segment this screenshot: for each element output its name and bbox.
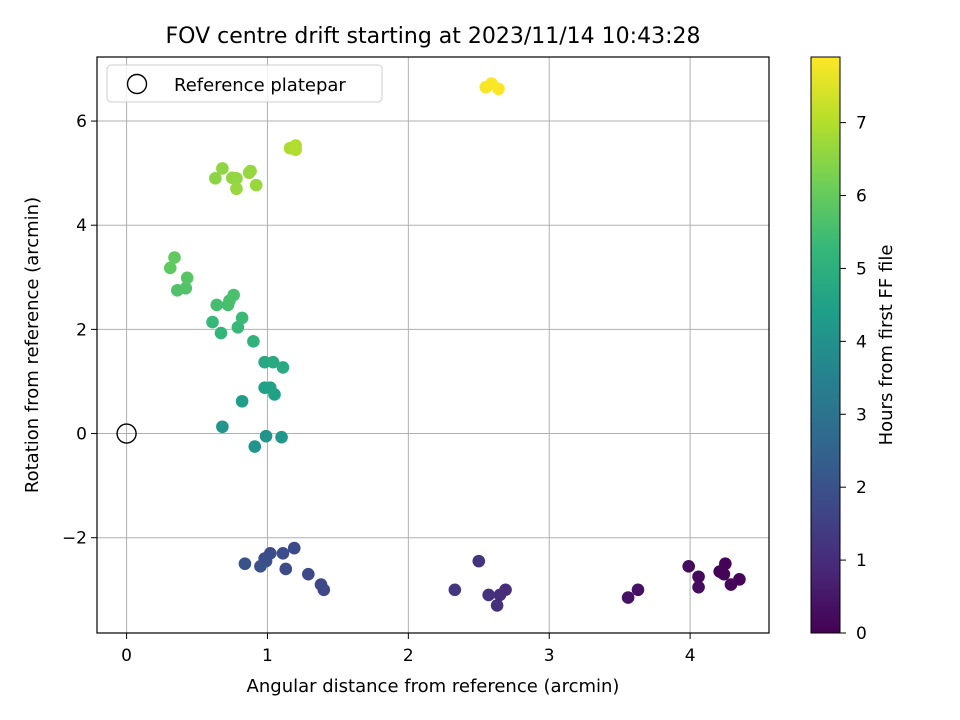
data-point	[682, 560, 695, 573]
data-point	[263, 381, 277, 395]
data-point	[163, 261, 177, 275]
x-tick-label: 0	[121, 646, 132, 666]
data-point	[275, 430, 288, 444]
colorbar	[810, 56, 841, 634]
data-point	[692, 580, 705, 594]
y-axis-label: Rotation from reference (arcmin)	[22, 197, 43, 493]
data-points	[163, 77, 746, 612]
legend-box	[106, 64, 383, 103]
data-point	[631, 583, 645, 597]
data-point	[248, 440, 262, 453]
colorbar-ticks: 0 1 2 3 4 5 6 7	[840, 114, 867, 644]
colorbar-tick-label: 5	[856, 259, 867, 279]
colorbar-tick-label: 1	[856, 551, 867, 571]
data-point	[210, 298, 224, 312]
x-tick-label: 2	[403, 646, 414, 666]
data-point	[621, 591, 635, 604]
data-point	[276, 547, 290, 560]
data-point	[287, 541, 301, 555]
legend-reference-marker	[126, 73, 148, 95]
data-point	[216, 162, 229, 175]
data-point	[302, 567, 315, 581]
y-tick-label: 6	[76, 112, 87, 132]
colorbar-tick-label: 4	[856, 332, 867, 352]
colorbar-tick-label: 6	[856, 187, 867, 207]
data-point	[180, 271, 194, 285]
data-point	[259, 429, 273, 443]
y-tick-label: 4	[76, 216, 87, 236]
data-point	[168, 251, 181, 264]
y-tick-label: 0	[76, 425, 87, 445]
data-point	[230, 172, 243, 185]
legend-reference-label: Reference platepar	[174, 75, 346, 96]
data-point	[249, 178, 263, 192]
data-point	[230, 182, 243, 196]
colorbar-tick-label: 2	[856, 478, 867, 498]
colorbar-label: Hours from first FF file	[876, 245, 897, 446]
reference-marker	[116, 423, 137, 444]
data-point	[227, 288, 240, 302]
data-point	[724, 578, 738, 591]
data-point	[209, 172, 222, 185]
colorbar-tick-label: 0	[856, 624, 867, 644]
data-point	[717, 567, 731, 581]
x-axis-ticks: 0 1 2 3 4	[121, 633, 696, 666]
data-point	[179, 281, 193, 295]
x-tick-label: 1	[262, 646, 273, 666]
data-point	[244, 164, 257, 178]
data-point	[289, 143, 302, 157]
data-point	[472, 554, 486, 568]
data-point	[235, 394, 249, 408]
data-point	[247, 335, 260, 348]
x-tick-label: 4	[685, 646, 696, 666]
colorbar-tick-label: 3	[856, 405, 867, 425]
data-point	[235, 311, 249, 325]
x-tick-label: 3	[544, 646, 555, 666]
legend: Reference platepar	[106, 64, 383, 103]
data-point	[276, 361, 290, 374]
x-axis-label: Angular distance from reference (arcmin)	[247, 676, 620, 697]
data-point	[279, 562, 293, 576]
data-point	[493, 588, 507, 602]
data-point	[692, 570, 705, 584]
y-tick-label: 2	[76, 320, 87, 340]
data-point	[214, 326, 228, 340]
data-point	[254, 560, 267, 573]
chart-title: FOV centre drift starting at 2023/11/14 …	[166, 24, 701, 49]
data-point	[492, 82, 505, 96]
grid-lines	[97, 57, 769, 633]
data-point	[482, 588, 495, 602]
data-point	[231, 320, 245, 334]
data-point	[448, 583, 462, 597]
y-tick-label: −2	[62, 529, 87, 549]
data-point	[216, 420, 229, 434]
data-point	[490, 599, 504, 612]
data-point	[266, 355, 280, 369]
y-axis-ticks: −2 0 2 4 6	[62, 112, 97, 549]
data-point	[238, 557, 252, 571]
reference-platepar-marker	[116, 423, 137, 444]
data-point	[206, 315, 219, 329]
colorbar-tick-label: 7	[856, 114, 867, 134]
data-point	[314, 578, 328, 591]
plot-frame	[96, 56, 770, 634]
